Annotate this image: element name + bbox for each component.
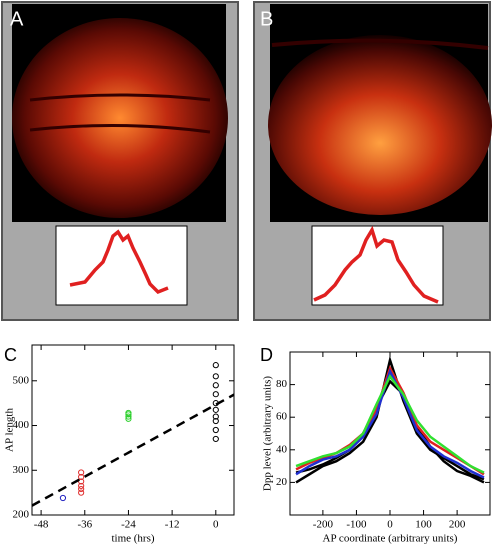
y-tick-label: 500	[13, 374, 30, 386]
panel-label: C	[4, 345, 17, 365]
panel-label: D	[260, 345, 273, 365]
y-tick-label: 80	[276, 378, 288, 390]
x-tick-label: 0	[387, 519, 393, 531]
point	[212, 426, 219, 434]
panel-label: A	[10, 8, 24, 30]
point	[59, 494, 67, 502]
x-tick-label: -100	[346, 519, 367, 531]
y-axis-label: AP length	[4, 408, 16, 452]
point	[125, 415, 132, 422]
point	[212, 435, 219, 443]
point	[212, 382, 219, 389]
point	[212, 413, 219, 420]
point	[212, 406, 219, 413]
panel-a: A	[1, 1, 239, 321]
y-axis-label: Dpp level (arbitrary units)	[262, 376, 274, 491]
point	[212, 417, 219, 425]
x-tick-label: -48	[34, 519, 49, 531]
point	[78, 473, 85, 481]
y-tick-label: 200	[13, 509, 30, 521]
x-tick-label: -200	[313, 519, 334, 531]
profile-line	[295, 368, 485, 479]
tissue	[268, 35, 492, 215]
point	[78, 485, 85, 493]
x-axis-label: AP coordinate (arbitrary units)	[323, 533, 458, 545]
point	[78, 469, 85, 476]
inset	[55, 225, 188, 306]
plot-frame	[31, 344, 235, 516]
point	[212, 391, 219, 398]
y-tick-label: 60	[276, 411, 288, 423]
y-tick-label: 400	[13, 419, 30, 431]
y-tick-label: 20	[276, 476, 288, 488]
point	[78, 489, 85, 496]
profile	[313, 225, 439, 304]
profile-line	[295, 355, 485, 484]
x-tick-label: 0	[213, 519, 219, 531]
point	[78, 482, 85, 490]
point	[212, 373, 219, 380]
fold	[29, 93, 211, 134]
profile-line	[295, 379, 485, 484]
panel-label: B	[260, 8, 273, 30]
fold	[271, 38, 489, 50]
x-axis-label: time (hrs)	[111, 533, 154, 545]
profile-line	[295, 374, 485, 474]
x-tick-label: -24	[121, 519, 136, 531]
point	[125, 413, 132, 420]
panel-b: B	[253, 1, 492, 321]
y-tick-label: 300	[13, 464, 30, 476]
x-tick-label: 200	[449, 519, 466, 531]
y-tick-label: 40	[276, 443, 288, 455]
point	[212, 362, 219, 369]
x-tick-label: 100	[415, 519, 432, 531]
fit-line	[31, 393, 235, 507]
point	[125, 409, 132, 417]
tissue	[12, 18, 228, 218]
x-tick-label: -36	[77, 519, 92, 531]
profile	[69, 229, 169, 295]
x-tick-label: -12	[165, 519, 180, 531]
